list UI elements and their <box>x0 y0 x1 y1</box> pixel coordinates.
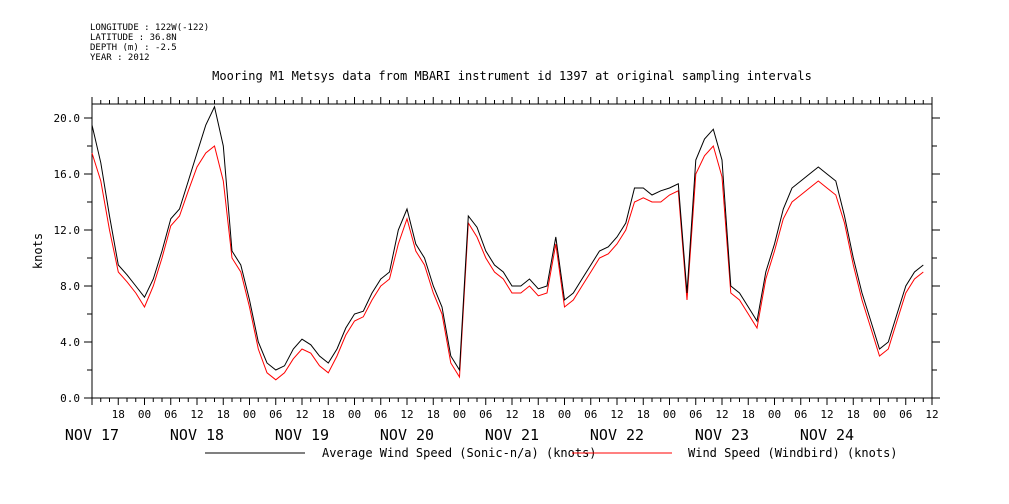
y-axis-tick-labels: 0.0 4.0 8.0 12.0 16.0 20.0 <box>54 112 81 405</box>
x-tick-label: 00 <box>558 408 571 421</box>
x-tick-label: 00 <box>768 408 781 421</box>
y-tick-label: 0.0 <box>60 392 80 405</box>
x-day-label: NOV 19 <box>275 426 329 444</box>
meta-longitude: LONGITUDE : 122W(-122) <box>90 23 209 33</box>
y-tick-label: 4.0 <box>60 336 80 349</box>
x-axis-tick-labels: 18 00 06 12 18 00 06 12 18 00 06 12 18 00 06 12 18 00 06 12… <box>112 408 939 421</box>
x-tick-label: 00 <box>663 408 676 421</box>
x-tick-label: 06 <box>899 408 912 421</box>
x-day-label: NOV 17 <box>65 426 119 444</box>
x-tick-label: 12 <box>715 408 728 421</box>
y-tick-label: 12.0 <box>54 224 81 237</box>
x-day-label: NOV 18 <box>170 426 224 444</box>
series-line-windbird-wind-speed <box>91 144 924 381</box>
x-tick-label: 12 <box>190 408 203 421</box>
series-line-average-wind-speed <box>91 105 924 372</box>
x-tick-label: 12 <box>820 408 833 421</box>
x-axis-day-labels: NOV 17 NOV 18 NOV 19 NOV 20 NOV 21 NOV 22 NOV … <box>65 426 854 444</box>
x-day-label: NOV 20 <box>380 426 434 444</box>
x-tick-label: 12 <box>925 408 938 421</box>
series-layer <box>91 105 924 381</box>
x-tick-label: 18 <box>637 408 650 421</box>
y-axis-label: knots <box>31 233 45 269</box>
x-tick-label: 18 <box>742 408 755 421</box>
x-tick-label: 18 <box>427 408 440 421</box>
x-tick-label: 12 <box>610 408 623 421</box>
x-tick-label: 06 <box>794 408 807 421</box>
meta-year: YEAR : 2012 <box>90 53 150 63</box>
x-day-label: NOV 24 <box>800 426 854 444</box>
x-tick-label: 18 <box>847 408 860 421</box>
plot-frame <box>91 103 933 399</box>
x-tick-label: 06 <box>164 408 177 421</box>
legend-label-average: Average Wind Speed (Sonic-n/a) (knots) <box>322 446 597 460</box>
x-tick-label: 06 <box>269 408 282 421</box>
x-tick-label: 00 <box>873 408 886 421</box>
y-tick-label: 8.0 <box>60 280 80 293</box>
meta-latitude: LATITUDE : 36.8N <box>90 33 177 43</box>
x-tick-label: 18 <box>532 408 545 421</box>
x-tick-label: 00 <box>348 408 361 421</box>
x-tick-label: 18 <box>322 408 335 421</box>
x-tick-label: 06 <box>479 408 492 421</box>
x-day-label: NOV 23 <box>695 426 749 444</box>
axis-ticks <box>84 97 940 405</box>
x-tick-label: 00 <box>138 408 151 421</box>
x-tick-label: 06 <box>374 408 387 421</box>
chart-title: Mooring M1 Metsys data from MBARI instru… <box>212 69 812 83</box>
meta-depth: DEPTH (m) : -2.5 <box>90 43 177 53</box>
y-tick-label: 16.0 <box>54 168 81 181</box>
x-tick-label: 06 <box>584 408 597 421</box>
x-tick-label: 00 <box>243 408 256 421</box>
x-tick-label: 12 <box>505 408 518 421</box>
x-day-label: NOV 21 <box>485 426 539 444</box>
x-tick-label: 00 <box>453 408 466 421</box>
x-tick-label: 18 <box>217 408 230 421</box>
y-tick-label: 20.0 <box>54 112 81 125</box>
x-tick-label: 12 <box>400 408 413 421</box>
legend-label-windbird: Wind Speed (Windbird) (knots) <box>688 446 898 460</box>
x-day-label: NOV 22 <box>590 426 644 444</box>
x-tick-label: 12 <box>295 408 308 421</box>
x-tick-label: 18 <box>112 408 125 421</box>
x-tick-label: 06 <box>689 408 702 421</box>
